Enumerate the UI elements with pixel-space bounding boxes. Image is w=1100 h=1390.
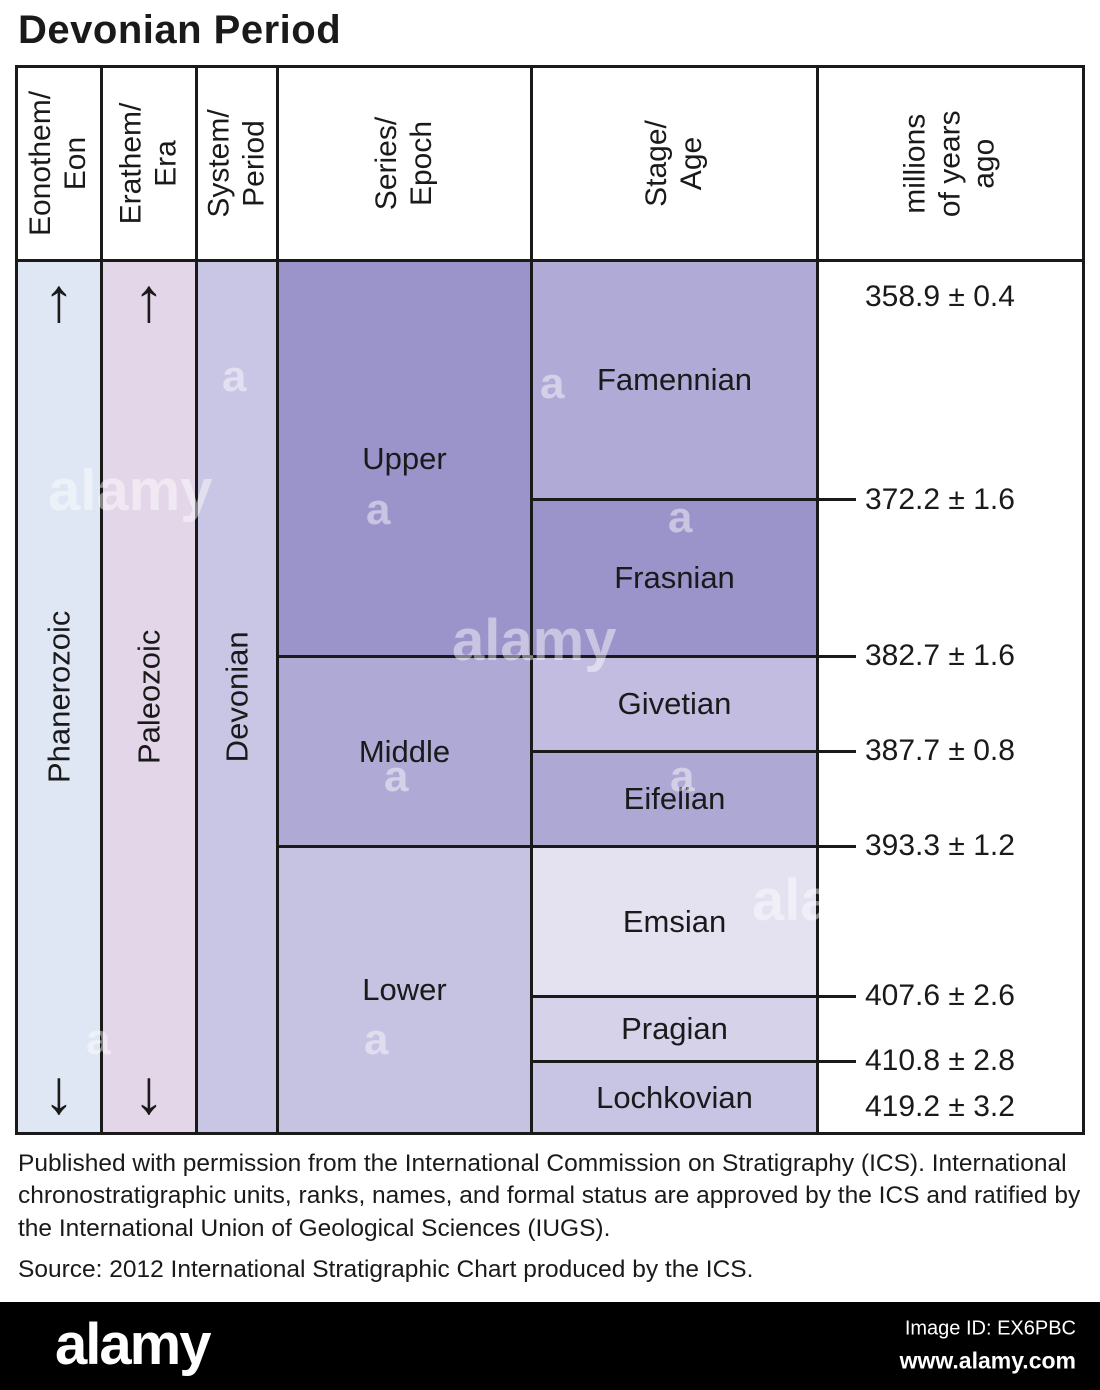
- eon-cell: ↑ Phanerozoic ↓: [18, 262, 100, 1132]
- alamy-logo: alamy: [55, 1312, 211, 1378]
- stage-cell-eifelian: Eifelian: [533, 753, 816, 845]
- column-header-stage: Stage/ Age: [533, 68, 816, 259]
- image-id: Image ID: EX6PBC: [904, 1317, 1076, 1340]
- stage-cell-pragian: Pragian: [533, 998, 816, 1060]
- stage-cell-frasnian: Frasnian: [533, 501, 816, 655]
- source-note: Source: 2012 International Stratigraphic…: [18, 1256, 754, 1283]
- down-arrow-icon: ↓: [43, 1058, 75, 1127]
- age-label: 419.2 ± 3.2: [865, 1090, 1015, 1123]
- stage-label: Eifelian: [623, 781, 726, 816]
- series-label: Upper: [362, 440, 447, 476]
- column-header-eon-label: Eonothem/ Eon: [24, 90, 93, 237]
- column-header-system: System/ Period: [198, 68, 276, 259]
- age-tick: [819, 750, 856, 753]
- column-header-eon: Eonothem/ Eon: [18, 68, 100, 259]
- stage-label: Lochkovian: [596, 1079, 753, 1115]
- age-label: 393.3 ± 1.2: [865, 829, 1015, 862]
- age-tick: [819, 995, 856, 998]
- system-label: Devonian: [219, 631, 255, 763]
- stage-label: Frasnian: [614, 560, 735, 595]
- alamy-url: www.alamy.com: [899, 1347, 1076, 1374]
- stage-cell-givetian: Givetian: [533, 658, 816, 750]
- column-header-stage-label: Stage/ Age: [639, 120, 708, 207]
- column-header-system-label: System/ Period: [202, 109, 271, 218]
- stage-label: Givetian: [617, 686, 732, 721]
- age-label: 382.7 ± 1.6: [865, 639, 1015, 672]
- stage-label: Famennian: [596, 362, 753, 397]
- age-tick: [819, 1060, 856, 1063]
- age-label: 407.6 ± 2.6: [865, 979, 1015, 1012]
- stratigraphic-table: Eonothem/ Eon Erathem/ Era System/ Perio…: [15, 65, 1085, 1135]
- series-cell-lower: Lower: [279, 848, 530, 1132]
- eon-label: Phanerozoic: [41, 610, 77, 784]
- age-tick: [819, 655, 856, 658]
- alamy-bar: alamy Image ID: EX6PBC www.alamy.com: [0, 1302, 1100, 1390]
- ages-column: 358.9 ± 0.4 372.2 ± 1.6 382.7 ± 1.6 387.…: [819, 262, 1082, 1132]
- down-arrow-icon: ↓: [133, 1058, 165, 1127]
- age-label: 410.8 ± 2.8: [865, 1044, 1015, 1077]
- permission-note: Published with permission from the Inter…: [18, 1150, 1081, 1242]
- series-label: Lower: [362, 972, 447, 1007]
- series-label: Middle: [358, 733, 451, 769]
- column-header-age-label: millions of years ago: [898, 110, 1001, 217]
- stage-cell-emsian: Emsian: [533, 848, 816, 995]
- up-arrow-icon: ↑: [43, 266, 75, 335]
- age-label: 387.7 ± 0.8: [865, 734, 1015, 767]
- stage-label: Pragian: [621, 1011, 728, 1046]
- series-cell-middle: Middle: [279, 658, 530, 845]
- era-label: Paleozoic: [131, 629, 167, 765]
- age-tick: [819, 498, 856, 501]
- stage-cell-famennian: Famennian: [533, 262, 816, 498]
- age-label: 372.2 ± 1.6: [865, 483, 1015, 516]
- column-header-series: Series/ Epoch: [279, 68, 530, 259]
- column-header-series-label: Series/ Epoch: [370, 116, 438, 211]
- up-arrow-icon: ↑: [133, 266, 165, 335]
- age-tick: [819, 845, 856, 848]
- stage-cell-lochkovian: Lochkovian: [533, 1063, 816, 1132]
- era-cell: ↑ Paleozoic ↓: [103, 262, 195, 1132]
- system-cell: Devonian: [198, 262, 276, 1132]
- column-header-age: millions of years ago: [819, 68, 1082, 259]
- age-label: 358.9 ± 0.4: [865, 280, 1015, 313]
- column-header-era-label: Erathem/ Era: [114, 102, 183, 225]
- series-cell-upper: Upper: [279, 262, 530, 655]
- page-title: Devonian Period: [18, 8, 342, 52]
- column-header-era: Erathem/ Era: [103, 68, 195, 259]
- alamy-bar-info: Image ID: EX6PBC www.alamy.com: [900, 1318, 1076, 1375]
- stage-label: Emsian: [622, 903, 727, 939]
